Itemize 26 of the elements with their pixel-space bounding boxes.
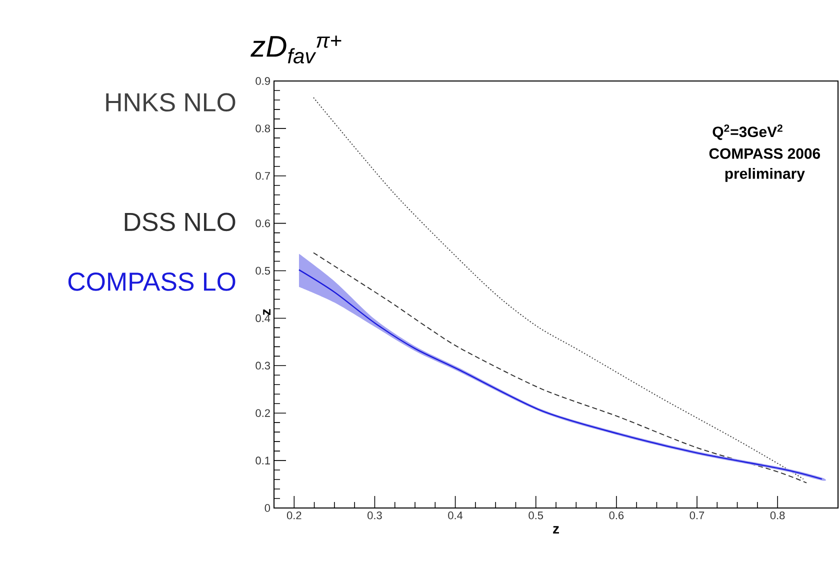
y-tick-label: 0.6	[256, 219, 270, 228]
text: COMPASS LO	[68, 272, 236, 291]
chart-title: zD$_{fav}$π+	[250, 36, 342, 64]
y-tick-label: 0	[264, 504, 270, 512]
x-tick-label: 0.2	[286, 512, 302, 520]
x-axis-title: z	[553, 526, 559, 534]
x-tick-label: 0.8	[770, 512, 785, 520]
text: DSS NLO	[124, 212, 236, 232]
y-axis-title: z	[263, 309, 270, 316]
x-tick-label: 0.7	[690, 512, 704, 520]
x-tick-label: 0.6	[609, 512, 624, 520]
y-tick-label: 0.8	[256, 124, 270, 132]
annotation: preliminary	[725, 168, 805, 182]
y-tick-label: 0.9	[256, 77, 270, 85]
y-tick-label: 0.4	[256, 314, 270, 322]
y-tick-label: 0.7	[256, 172, 270, 180]
y-tick-label: 0.5	[256, 266, 270, 275]
y-tick-label: 0.1	[256, 456, 270, 464]
x-tick-label: 0.5	[528, 512, 544, 520]
y-tick-label: 0.3	[256, 362, 270, 370]
annotation: COMPASS 2006	[709, 148, 820, 159]
x-tick-label: 0.3	[368, 512, 382, 520]
x-tick-label: 0.4	[448, 512, 463, 520]
text: HNKS NLO	[106, 93, 236, 112]
y-tick-label: 0.2	[256, 409, 270, 417]
annotation: Q$^{2}$=3GeV$^{2}$	[712, 124, 782, 140]
